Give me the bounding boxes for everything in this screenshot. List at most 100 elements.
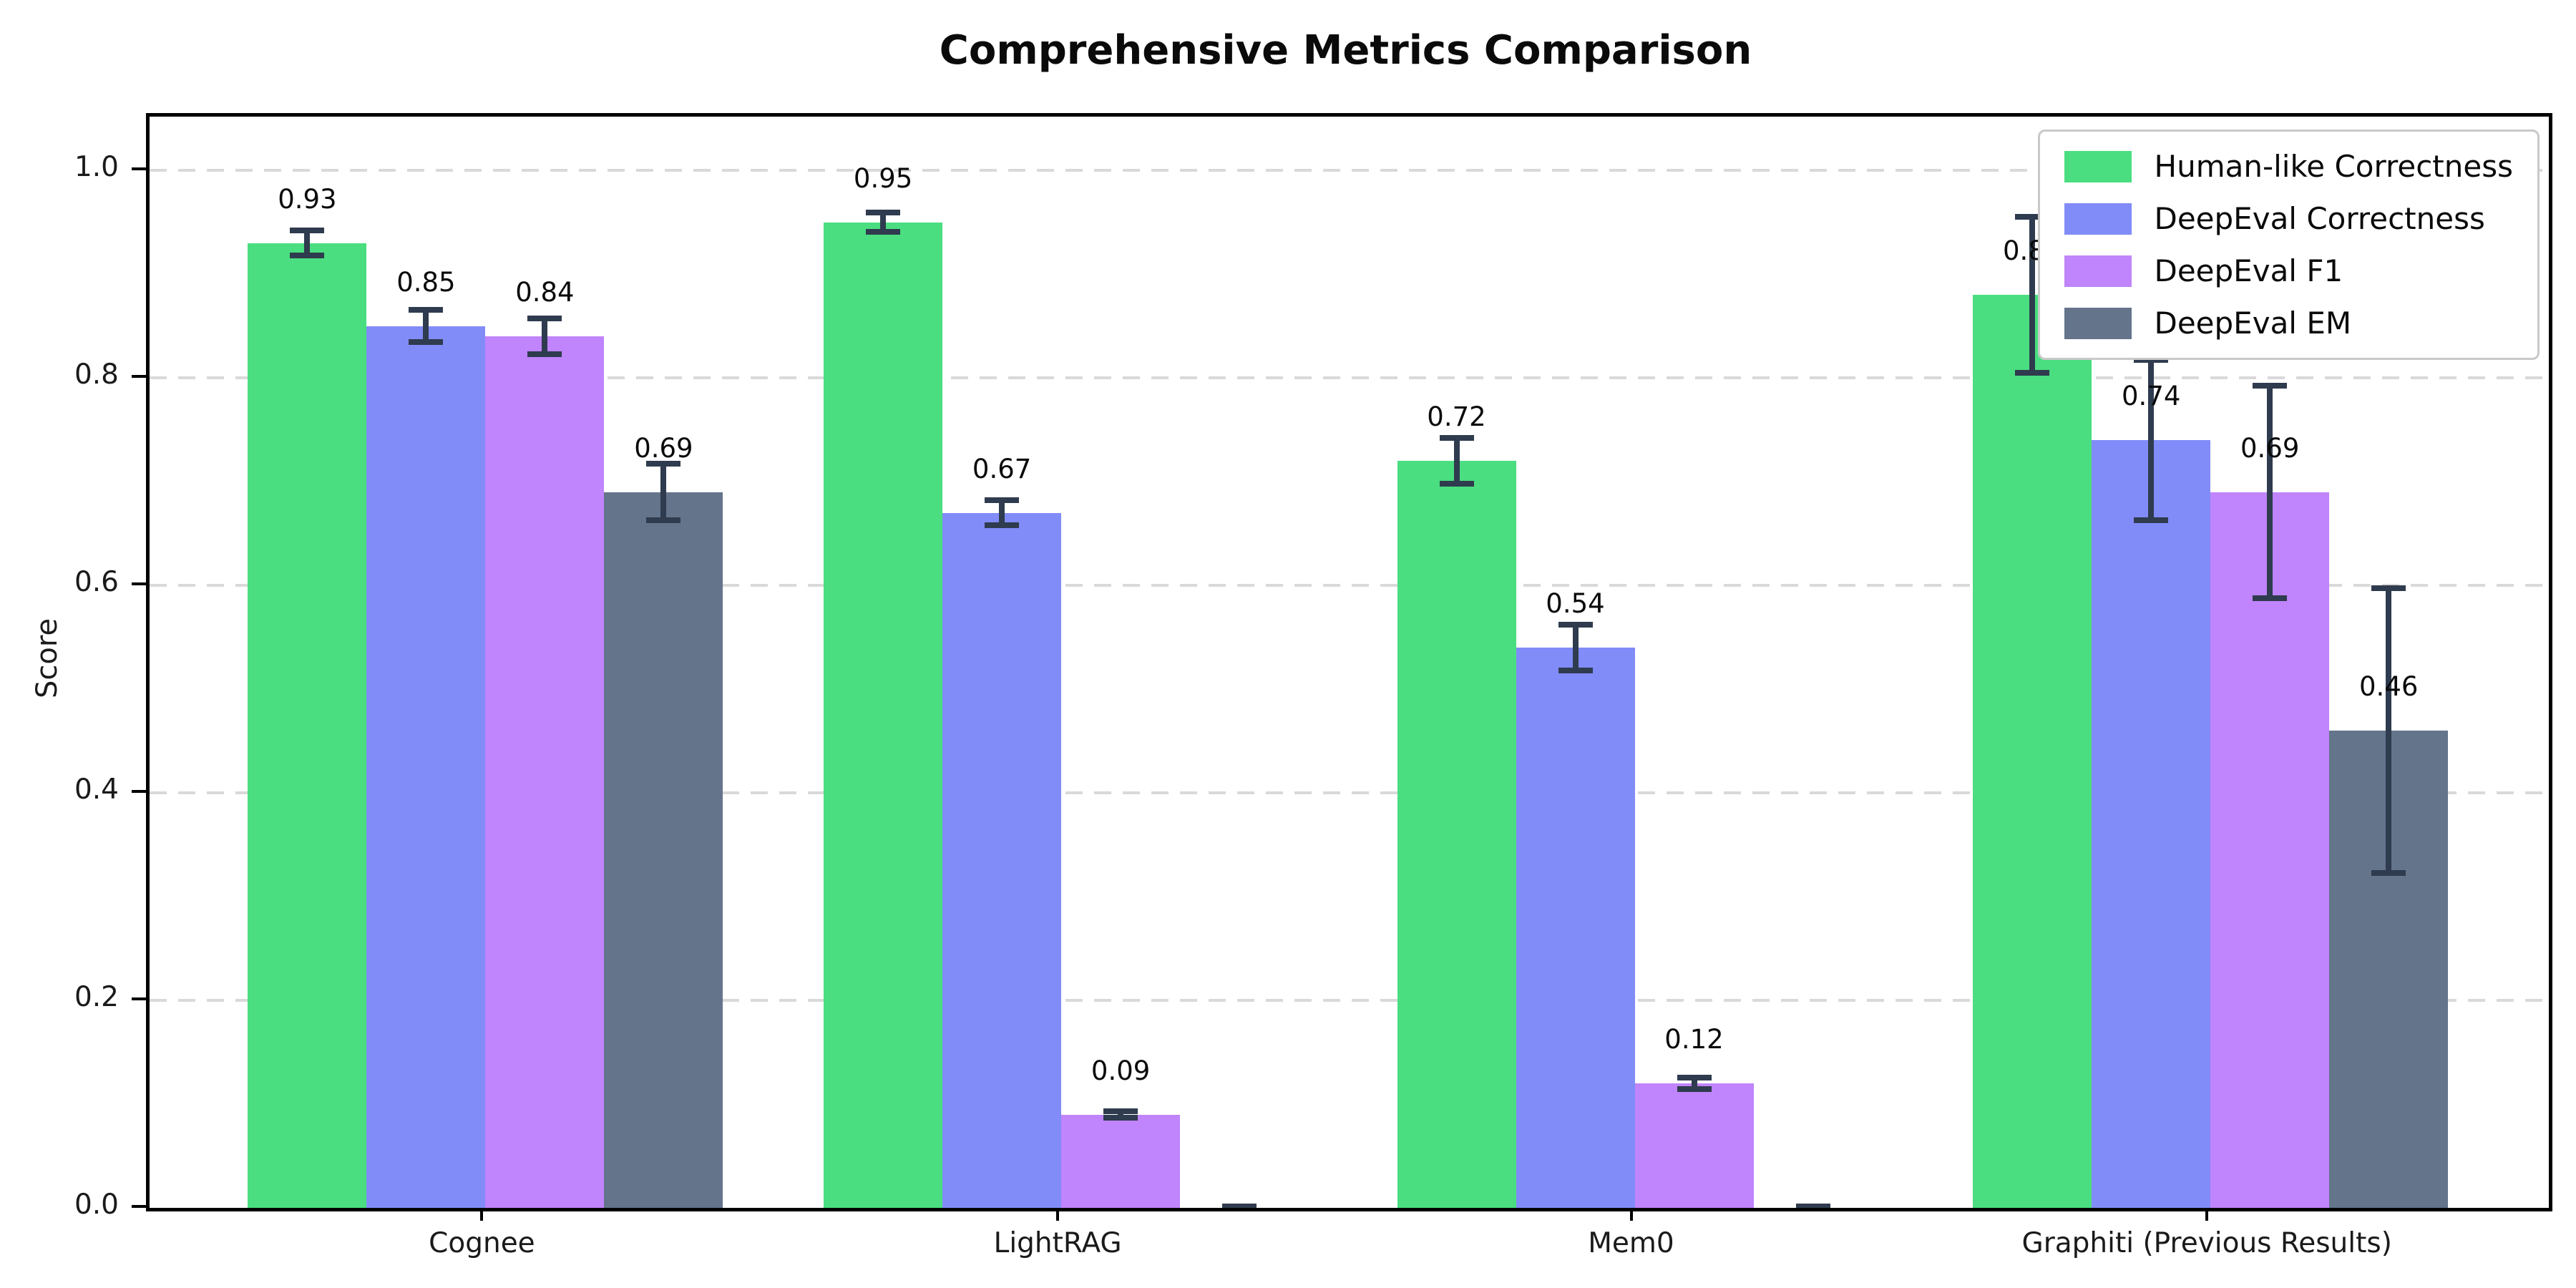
- bar: [942, 512, 1062, 1208]
- legend-item: DeepEval EM: [2064, 306, 2514, 341]
- legend-label: DeepEval EM: [2154, 306, 2352, 341]
- error-bar: [1118, 1108, 1124, 1121]
- gridline: [150, 169, 2549, 172]
- y-tick-mark: [132, 375, 146, 378]
- error-bar-cap-top: [1677, 1075, 1712, 1081]
- error-bar-cap-bottom: [2015, 370, 2050, 376]
- legend-label: DeepEval Correctness: [2154, 201, 2485, 236]
- bar-value-label: 0.69: [2240, 432, 2300, 464]
- gridline: [150, 376, 2549, 379]
- bar-value-label: 0.72: [1427, 401, 1486, 432]
- x-tick-mark: [1629, 1208, 1633, 1221]
- error-bar-cap-bottom: [1558, 668, 1593, 674]
- gridline: [150, 999, 2549, 1002]
- y-tick-mark: [132, 167, 146, 170]
- error-bar-cap-top: [866, 210, 901, 216]
- error-bar-cap-top: [2134, 357, 2169, 363]
- error-bar: [2267, 383, 2273, 601]
- bar: [1397, 461, 1516, 1208]
- error-bar-cap-top: [985, 497, 1020, 503]
- x-tick-label: Mem0: [1588, 1227, 1674, 1259]
- error-bar-cap-top: [290, 227, 325, 233]
- error-bar-cap-top: [1222, 1204, 1257, 1208]
- bar: [1061, 1114, 1181, 1208]
- bar: [1634, 1083, 1754, 1208]
- x-tick-label: LightRAG: [993, 1227, 1122, 1259]
- chart-title: Comprehensive Metrics Comparison: [939, 27, 1752, 74]
- bar: [248, 243, 367, 1208]
- error-bar: [880, 210, 887, 235]
- x-tick-mark: [480, 1208, 484, 1221]
- bar: [824, 222, 943, 1208]
- y-tick-label: 1.0: [74, 151, 119, 183]
- error-bar: [304, 227, 311, 259]
- error-bar: [2029, 213, 2036, 376]
- error-bar: [2148, 357, 2155, 523]
- error-bar-cap-bottom: [866, 228, 901, 235]
- x-tick-mark: [1056, 1208, 1060, 1221]
- plot-area: 0.93 0.95 0.72 0.88 0.85 0.67 0.54 0.74 0.84 0.09…: [146, 113, 2552, 1211]
- error-bar-cap-top: [1795, 1204, 1830, 1208]
- bar-value-label: 0.93: [278, 183, 337, 215]
- error-bar-cap-top: [646, 461, 681, 467]
- y-tick-label: 0.0: [74, 1189, 119, 1221]
- legend-label: DeepEval F1: [2154, 253, 2343, 288]
- error-bar-cap-top: [1103, 1108, 1138, 1114]
- bar: [604, 492, 723, 1208]
- y-tick-label: 0.4: [74, 774, 119, 806]
- y-tick-mark: [132, 1205, 146, 1208]
- bar: [1516, 648, 1635, 1208]
- error-bar-cap-top: [2015, 213, 2050, 220]
- error-bar-cap-bottom: [409, 338, 444, 345]
- error-bar-cap-bottom: [1103, 1115, 1138, 1121]
- error-bar-cap-bottom: [646, 517, 681, 523]
- error-bar-cap-bottom: [2371, 870, 2406, 876]
- x-tick-mark: [2205, 1208, 2209, 1221]
- error-bar: [1453, 434, 1460, 487]
- bar-value-label: 0.46: [2359, 671, 2419, 702]
- error-bar-cap-bottom: [1439, 481, 1474, 487]
- y-tick-mark: [132, 790, 146, 793]
- error-bar-cap-bottom: [2253, 595, 2288, 601]
- error-bar-cap-top: [409, 307, 444, 313]
- error-bar-cap-top: [2371, 585, 2406, 591]
- legend-item: DeepEval F1: [2064, 253, 2514, 288]
- legend-swatch: [2064, 150, 2132, 182]
- gridline: [150, 584, 2549, 587]
- bar-value-label: 0.74: [2122, 381, 2181, 411]
- error-bar-cap-bottom: [985, 522, 1020, 529]
- error-bar: [423, 307, 429, 345]
- legend-item: DeepEval Correctness: [2064, 201, 2514, 236]
- error-bar-cap-bottom: [290, 253, 325, 259]
- x-tick-label: Graphiti (Previous Results): [2021, 1227, 2392, 1259]
- legend-label: Human-like Correctness: [2154, 149, 2514, 184]
- error-bar: [660, 461, 667, 523]
- bar-value-label: 0.69: [634, 432, 693, 464]
- y-tick-label: 0.6: [74, 566, 119, 598]
- gridline: [150, 791, 2549, 794]
- error-bar-cap-top: [1439, 434, 1474, 441]
- bar: [366, 326, 486, 1208]
- bar-value-label: 0.95: [853, 162, 913, 194]
- error-bar-cap-bottom: [527, 351, 562, 357]
- bar: [2210, 492, 2330, 1208]
- error-bar-cap-top: [2253, 383, 2288, 389]
- legend-swatch: [2064, 255, 2132, 287]
- bar: [2092, 440, 2211, 1208]
- x-tick-label: Cognee: [429, 1227, 535, 1259]
- bar: [485, 336, 605, 1208]
- bar-value-label: 0.67: [972, 453, 1032, 484]
- error-bar-cap-bottom: [1677, 1085, 1712, 1092]
- bar-value-label: 0.84: [515, 277, 575, 308]
- y-tick-label: 0.8: [74, 358, 119, 391]
- bar-value-label: 0.12: [1664, 1024, 1724, 1055]
- legend-swatch: [2064, 307, 2132, 339]
- error-bar: [1572, 621, 1579, 674]
- error-bar: [542, 316, 548, 357]
- error-bar-cap-bottom: [2134, 517, 2169, 523]
- error-bar: [1691, 1075, 1697, 1092]
- bar-value-label: 0.09: [1091, 1055, 1151, 1086]
- y-tick-mark: [132, 582, 146, 585]
- bar: [1973, 295, 2092, 1208]
